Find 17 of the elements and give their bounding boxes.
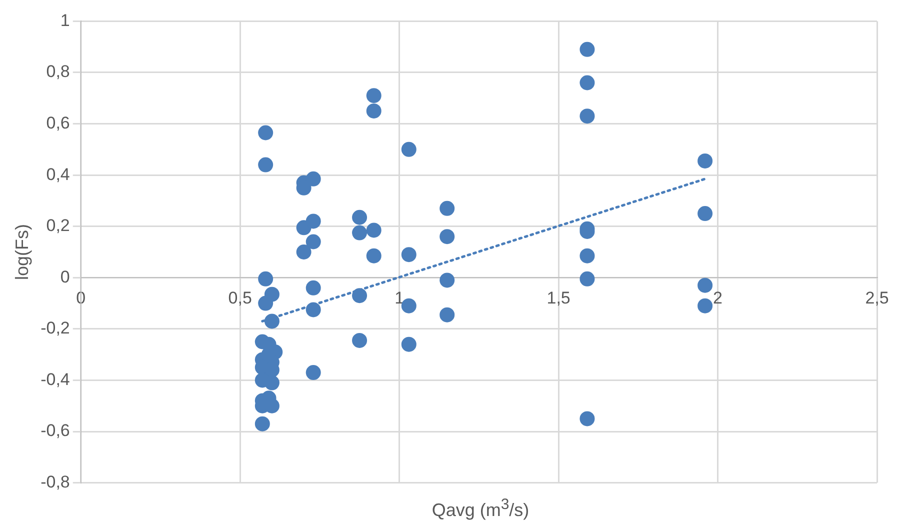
y-tick-label: -0,8 — [40, 472, 70, 492]
x-tick-label: 1 — [394, 288, 404, 308]
y-tick-label: 1 — [60, 10, 70, 30]
y-tick-label: 0,6 — [46, 113, 70, 132]
x-tick-label: 2 — [713, 288, 723, 308]
x-tick-label: 1,5 — [546, 288, 570, 308]
y-axis-title: log(Fs) — [12, 224, 32, 280]
y-tick-label: 0 — [60, 267, 70, 286]
x-tick-label: 0,5 — [228, 288, 252, 308]
y-tick-label: 0,8 — [46, 62, 70, 82]
y-tick-label: 0,4 — [46, 164, 70, 184]
y-tick-label: -0,4 — [40, 370, 70, 389]
x-axis-title: Qavg (m$^{3}$/s) — [430, 496, 530, 521]
y-tick-label: -0,6 — [40, 421, 70, 440]
y-tick-label: 0,2 — [46, 216, 70, 236]
y-tick-label: -0,2 — [40, 318, 70, 338]
x-tick-label: 2,5 — [865, 288, 889, 308]
